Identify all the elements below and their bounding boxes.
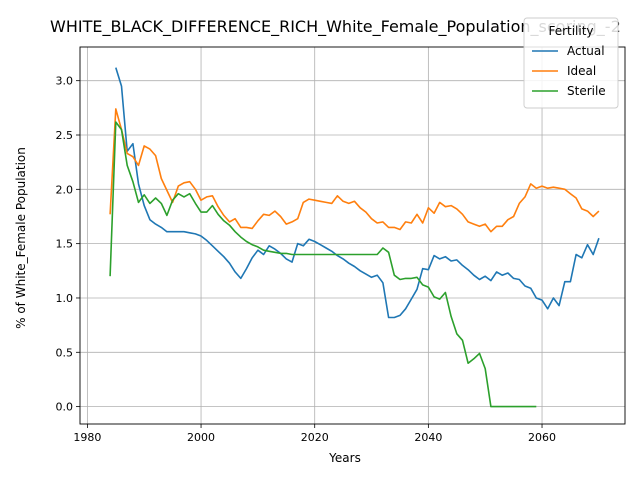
y-tick-label: 1.5: [56, 238, 74, 251]
grid: [80, 47, 625, 424]
y-axis-label: % of White_Female Population: [14, 147, 28, 329]
legend: Fertility Actual Ideal Sterile: [523, 17, 619, 109]
x-tick-label: 2020: [301, 431, 329, 444]
x-tick-label: 2040: [414, 431, 442, 444]
series-line-sterile: [109, 121, 537, 408]
series-line-actual: [115, 67, 600, 319]
series-line-ideal: [109, 108, 600, 233]
x-tick-label: 2000: [187, 431, 215, 444]
legend-label-actual: Actual: [567, 44, 605, 58]
y-tick-label: 0.5: [56, 346, 74, 359]
y-tick-label: 2.5: [56, 129, 74, 142]
legend-label-ideal: Ideal: [567, 64, 596, 78]
y-tick-label: 3.0: [56, 75, 74, 88]
axes-frame: [79, 46, 626, 425]
x-tick-label: 2060: [528, 431, 556, 444]
x-axis-label: Years: [328, 451, 361, 465]
ticks: 1980 2000 2020 2040 2060 0.0 0.5 1.0 1.5 2.0 2.5 3.…: [56, 75, 557, 444]
chart-title: WHITE_BLACK_DIFFERENCE_RICH_White_Female…: [50, 17, 621, 37]
y-tick-label: 0.0: [56, 401, 74, 414]
y-tick-label: 2.0: [56, 183, 74, 196]
y-tick-label: 1.0: [56, 292, 74, 305]
legend-entries: Actual Ideal Sterile: [532, 44, 606, 98]
x-tick-label: 1980: [73, 431, 101, 444]
legend-label-sterile: Sterile: [567, 84, 606, 98]
legend-box: [523, 17, 619, 109]
legend-title: Fertility: [548, 24, 593, 38]
series-lines: [109, 67, 600, 408]
